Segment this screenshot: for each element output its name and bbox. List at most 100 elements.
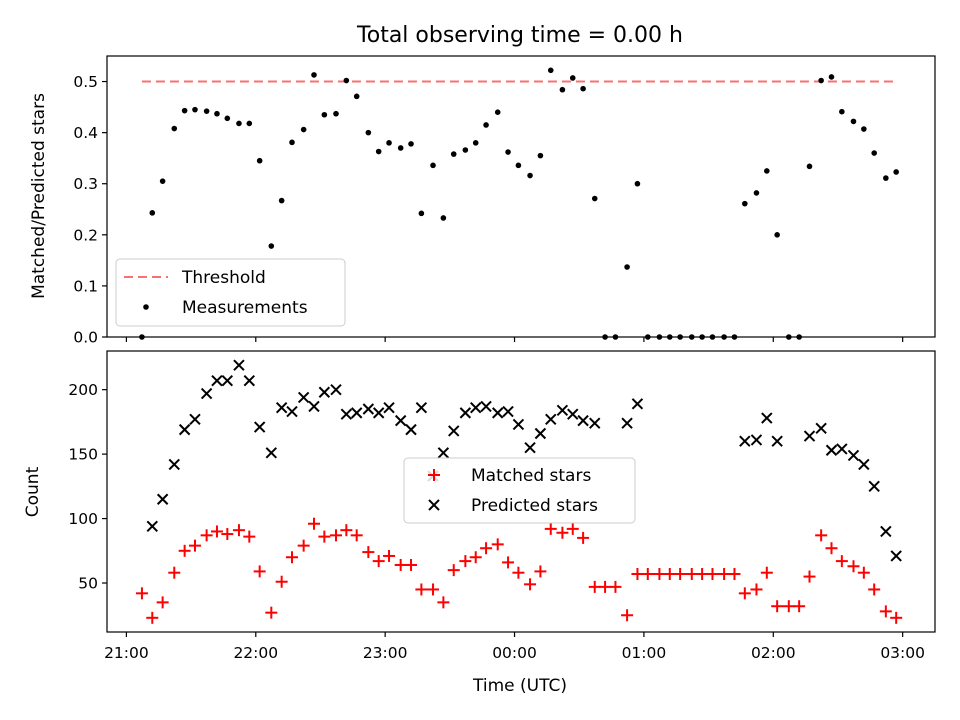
matched-star-point [609,580,622,593]
matched-star-point [566,522,579,535]
measurement-point [591,195,598,202]
matched-star-point [178,544,191,557]
predicted-star-point [448,425,460,437]
predicted-star-point [350,407,363,419]
matched-star-point [815,529,828,542]
predicted-star-point [265,447,278,459]
measurement-point [300,126,307,133]
matched-star-point [588,580,601,593]
measurement-point [537,152,544,159]
measurement-point [343,77,350,84]
chart-title: Total observing time = 0.00 h [356,23,683,48]
predicted-star-point [502,405,514,418]
measurement-point [634,180,641,187]
matched-star-point [469,551,482,564]
measurement-point [333,110,339,117]
y-tick-label: 0.3 [73,175,98,193]
matched-star-point [491,538,504,551]
matched-star-point [879,605,892,618]
matched-star-point [674,567,687,580]
predicted-star-point [394,414,407,427]
predicted-star-point [286,405,298,418]
predicted-star-point [308,400,320,413]
matched-star-point [210,525,223,538]
measurement-point [203,108,210,114]
matched-star-point [437,596,450,609]
predicted-star-point [470,402,482,414]
y-tick-label: 0.5 [73,73,98,91]
matched-star-point [835,555,848,568]
matched-star-point [793,600,806,613]
measurement-point [839,108,845,115]
predicted-star-point [567,408,579,420]
matched-star-point [868,583,881,596]
predicted-star-point [221,374,234,387]
matched-star-point [760,566,773,579]
measurement-point [559,86,566,93]
matched-star-point [405,558,418,571]
legend-predicted-swatch [428,499,440,511]
measurement-point [353,93,360,100]
measurement-point [871,150,877,156]
predicted-star-point [405,423,417,436]
matched-star-point [459,555,472,568]
matched-star-point [857,566,870,579]
matched-star-point [738,587,751,600]
matched-star-point [847,560,860,573]
matched-star-point [372,555,385,568]
measurement-point [818,77,824,84]
matched-star-point [750,583,763,596]
measurement-point [236,120,242,127]
predicted-star-point [297,391,310,404]
predicted-star-point [534,427,547,440]
predicted-star-point [437,447,450,459]
measurement-point [893,169,899,175]
matched-star-point [556,526,569,539]
predicted-star-point [512,418,525,431]
predicted-star-point [383,402,395,414]
predicted-star-point [868,480,880,493]
matched-star-point [599,580,612,593]
measurement-point [278,197,285,204]
y-tick-label: 150 [68,446,98,464]
measurement-point [580,85,586,92]
matched-star-point [890,611,903,624]
legend-predicted-label: Predicted stars [471,496,598,516]
predicted-star-point [253,421,266,433]
predicted-star-point [631,398,644,410]
y-tick-label: 0.4 [73,124,98,142]
measurement-point [418,210,425,217]
measurement-point [181,107,188,114]
x-tick-label: 03:00 [880,644,925,662]
matched-star-point [146,611,159,624]
measurement-point [483,122,489,128]
matched-star-point [480,542,493,555]
legend-matched-label: Matched stars [471,466,591,486]
x-tick-label: 00:00 [492,644,537,662]
matched-star-point [362,546,375,559]
predicted-star-point [858,458,870,471]
measurement-point [171,125,178,132]
predicted-star-point [362,403,375,415]
y-tick-label: 100 [68,510,98,528]
measurement-point [569,75,576,81]
predicted-star-point [178,423,191,436]
predicted-star-point [146,520,158,533]
predicted-star-point [480,400,492,413]
predicted-star-point [556,404,569,417]
matched-star-point [415,583,428,596]
predicted-star-point [330,383,342,396]
matched-star-point [718,567,731,580]
x-tick-label: 01:00 [622,644,667,662]
measurement-point [311,72,317,78]
measurement-point [505,149,511,155]
measurement-point [408,141,414,147]
measurement-point [828,74,835,80]
predicted-star-point [372,407,385,419]
measurement-point [515,162,522,169]
measurement-point [806,163,813,170]
measurement-point [214,110,220,117]
matched-star-point [340,524,353,537]
matched-star-point [502,556,515,569]
